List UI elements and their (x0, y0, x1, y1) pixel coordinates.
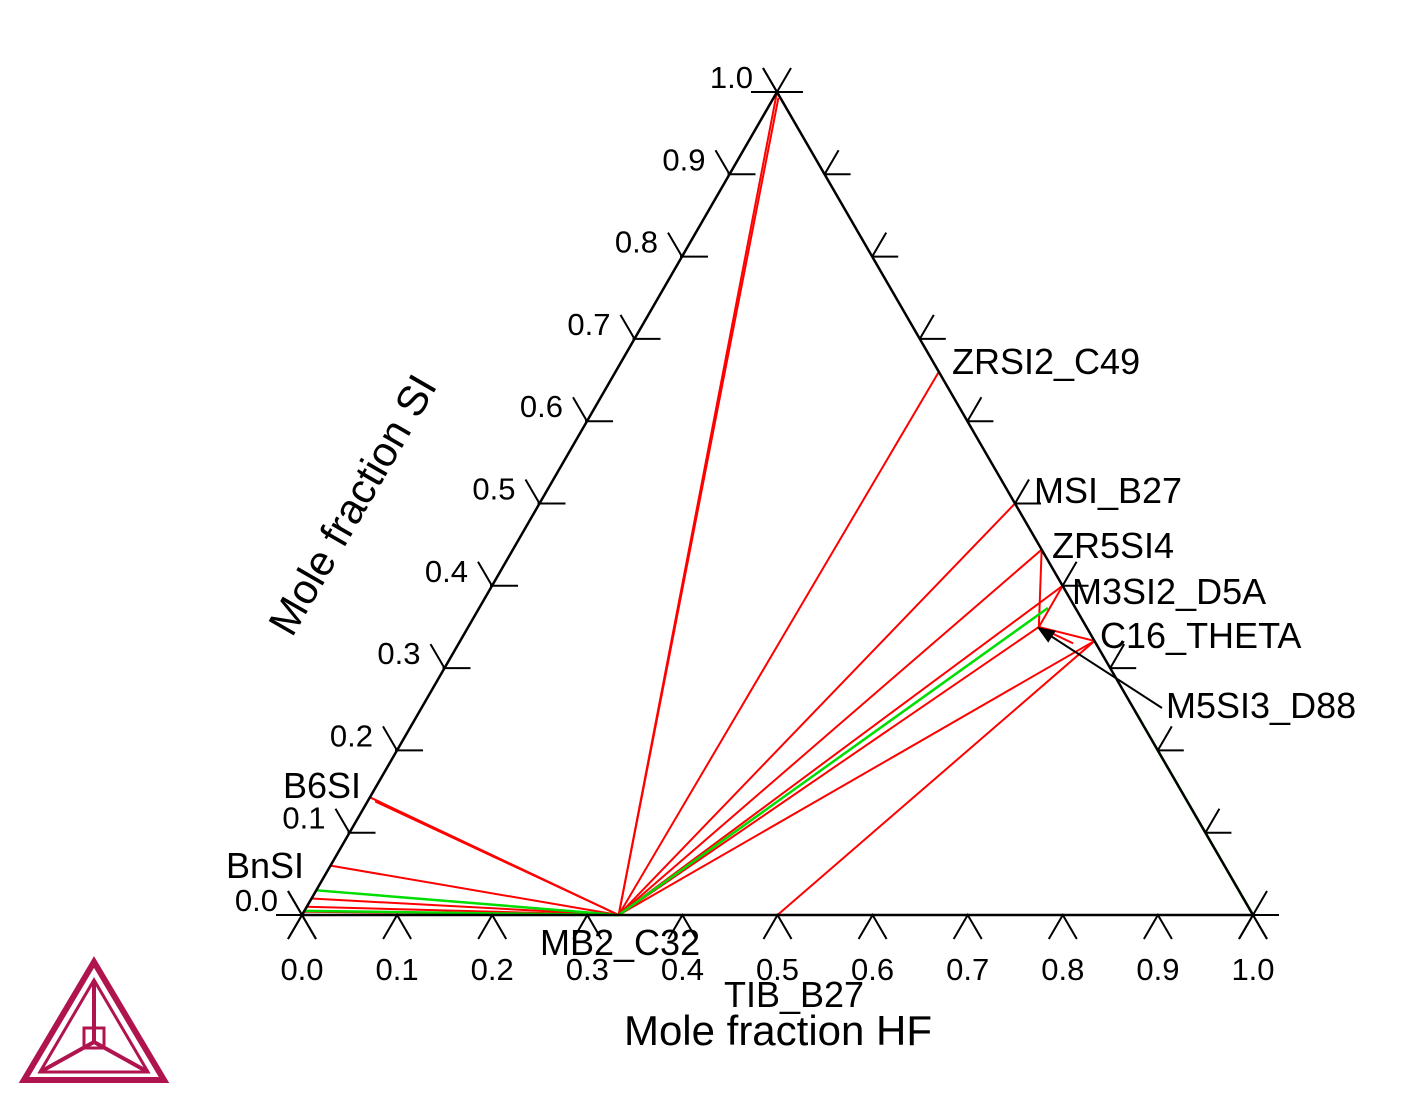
tie-line-red-14 (776, 640, 1096, 916)
x-tick-label-2: 0.2 (471, 952, 514, 987)
tie-line-red-5 (618, 584, 1064, 916)
phase-label-c16_theta: C16_THETA (1100, 615, 1301, 656)
x-tick-label-0: 0.0 (280, 952, 323, 987)
x-tick-label-9: 0.9 (1136, 952, 1179, 987)
tie-line-red-17 (1037, 585, 1064, 628)
top-corner-marker (751, 67, 803, 117)
arrow-shaft (1042, 630, 1163, 709)
tie-line-red-2 (617, 371, 940, 916)
phase-label-zrsi2_c49: ZRSI2_C49 (952, 341, 1140, 382)
bottom-tick-5 (762, 913, 793, 940)
x-tick-label-8: 0.8 (1041, 952, 1084, 987)
phase-labels: ZRSI2_C49 MSI_B27 ZR5SI4 M3SI2_D5AC16_THETA… (226, 341, 1356, 1015)
bottom-tick-7 (952, 913, 983, 940)
right-tick-4 (1061, 561, 1089, 587)
y-tick-label-1: 0.1 (282, 801, 325, 836)
x-axis-title: Mole fraction HF (624, 1007, 932, 1054)
thermo-calc-logo-icon (18, 956, 170, 1083)
tie-line-red-6 (618, 626, 1040, 916)
x-tick-label-5: 0.5 (756, 952, 799, 987)
phase-label-zr5si4: ZR5SI4 (1052, 525, 1174, 566)
tie-line-red-7 (618, 640, 1095, 916)
left-tick-5 (524, 478, 566, 505)
bottom-tick-6 (857, 913, 888, 940)
y-tick-label-7: 0.7 (567, 307, 610, 342)
left-tick-3 (429, 643, 471, 670)
right-tick-7 (918, 314, 946, 340)
tie-line-red-1 (617, 97, 780, 916)
y-tick-label-3: 0.3 (377, 636, 420, 671)
y-tick-label-10: 1.0 (710, 60, 753, 95)
tie-line-red-9 (374, 800, 620, 916)
bottom-tick-0 (287, 913, 317, 940)
x-tick-label-3: 0.3 (566, 952, 609, 987)
y-tick-label-4: 0.4 (425, 554, 468, 589)
bottom-tick-8 (1047, 913, 1078, 940)
phase-label-mb2_c32: MB2_C32 (540, 922, 700, 963)
phase-label-m5si3_d88: M5SI3_D88 (1166, 685, 1356, 726)
y-tick-label-6: 0.6 (520, 389, 563, 424)
tie-line-green-0 (316, 889, 619, 917)
left-tick-2 (382, 725, 423, 752)
tie-line-red-10 (330, 864, 619, 916)
tie-line-green-2 (617, 607, 1049, 917)
tick-labels: 0.0 0.1 0.2 0.3 0.4 0.5 0.6 0.7 0.8 0.9 1.0 0.0 0.1 0… (235, 60, 1275, 987)
right-tick-2 (1156, 725, 1184, 752)
bottom-tick-10 (1238, 913, 1268, 940)
y-tick-label-0: 0.0 (235, 883, 278, 918)
right-tick-1 (1204, 808, 1232, 834)
x-tick-label-6: 0.6 (851, 952, 894, 987)
right-tick-8 (871, 232, 899, 258)
annotation-arrow (1036, 626, 1163, 709)
bottom-tick-3 (572, 913, 603, 940)
phase-label-bnsi: BnSI (226, 845, 304, 886)
left-tick-1 (334, 808, 376, 834)
x-tick-label-7: 0.7 (946, 952, 989, 987)
left-corner-marker (276, 890, 328, 940)
right-tick-3 (1109, 643, 1137, 670)
tie-line-red-3 (617, 502, 1016, 916)
right-corner-marker (1227, 890, 1279, 940)
tick-marks (276, 67, 1279, 940)
phase-label-tib_b27: TIB_B27 (724, 974, 864, 1015)
left-tick-9 (714, 149, 756, 176)
phase-label-msi_b27: MSI_B27 (1034, 470, 1182, 511)
tie-line-red-11 (311, 897, 619, 916)
left-tick-8 (667, 232, 708, 258)
y-tick-label-9: 0.9 (662, 142, 705, 177)
left-tick-6 (572, 396, 613, 423)
bottom-tick-4 (667, 913, 698, 940)
x-tick-label-4: 0.4 (661, 952, 704, 987)
tie-line-red-4 (618, 548, 1043, 916)
phase-label-b6si: B6SI (283, 765, 361, 806)
left-tick-7 (619, 314, 661, 340)
y-tick-label-5: 0.5 (472, 472, 515, 507)
y-axis-title: Mole fraction SI (259, 367, 446, 643)
phase-label-m3si2_d5a: M3SI2_D5A (1072, 571, 1266, 612)
arrow-head (1036, 626, 1056, 643)
x-tick-label-10: 1.0 (1231, 952, 1274, 987)
x-tick-label-1: 0.1 (376, 952, 419, 987)
y-tick-label-2: 0.2 (330, 718, 373, 753)
right-tick-6 (966, 396, 994, 423)
bottom-tick-1 (382, 913, 412, 940)
right-tick-5 (1014, 478, 1041, 505)
bottom-tick-9 (1143, 913, 1173, 940)
bottom-tick-2 (477, 913, 508, 940)
y-tick-label-8: 0.8 (615, 225, 658, 260)
right-tick-9 (823, 149, 851, 176)
left-tick-4 (477, 561, 518, 587)
